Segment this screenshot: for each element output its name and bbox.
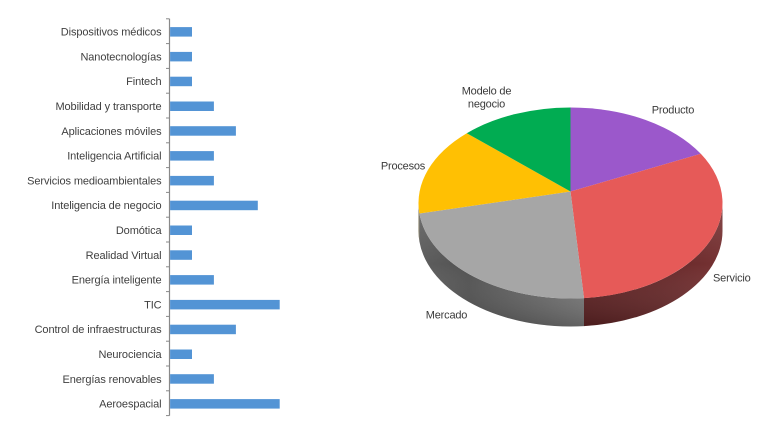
svg-text:Modelo de: Modelo de [462,86,512,98]
svg-text:TIC: TIC [144,299,162,311]
svg-text:negocio: negocio [468,99,505,111]
svg-text:Dispositivos médicos: Dispositivos médicos [61,27,162,39]
svg-text:Servicio: Servicio [713,273,751,285]
svg-text:Aplicaciones móviles: Aplicaciones móviles [61,126,162,138]
svg-text:Energía inteligente: Energía inteligente [72,275,162,287]
svg-text:Mercado: Mercado [426,310,467,322]
svg-text:Energías renovables: Energías renovables [63,374,163,386]
svg-text:Aeroespacial: Aeroespacial [99,399,161,411]
svg-text:Mobilidad y transporte: Mobilidad y transporte [55,101,161,113]
svg-text:Control de infraestructuras: Control de infraestructuras [35,324,163,336]
svg-text:Realidad Virtual: Realidad Virtual [86,250,162,262]
svg-text:Procesos: Procesos [381,161,426,173]
svg-text:Nanotecnologías: Nanotecnologías [80,51,162,63]
svg-text:Producto: Producto [652,105,695,117]
svg-text:Servicios medioambientales: Servicios medioambientales [27,175,162,187]
svg-text:Inteligencia Artificial: Inteligencia Artificial [67,151,161,163]
svg-text:Neurociencia: Neurociencia [98,349,162,361]
svg-text:Inteligencia de negocio: Inteligencia de negocio [51,200,161,212]
svg-text:Fintech: Fintech [126,76,161,88]
svg-text:Domótica: Domótica [116,225,163,237]
